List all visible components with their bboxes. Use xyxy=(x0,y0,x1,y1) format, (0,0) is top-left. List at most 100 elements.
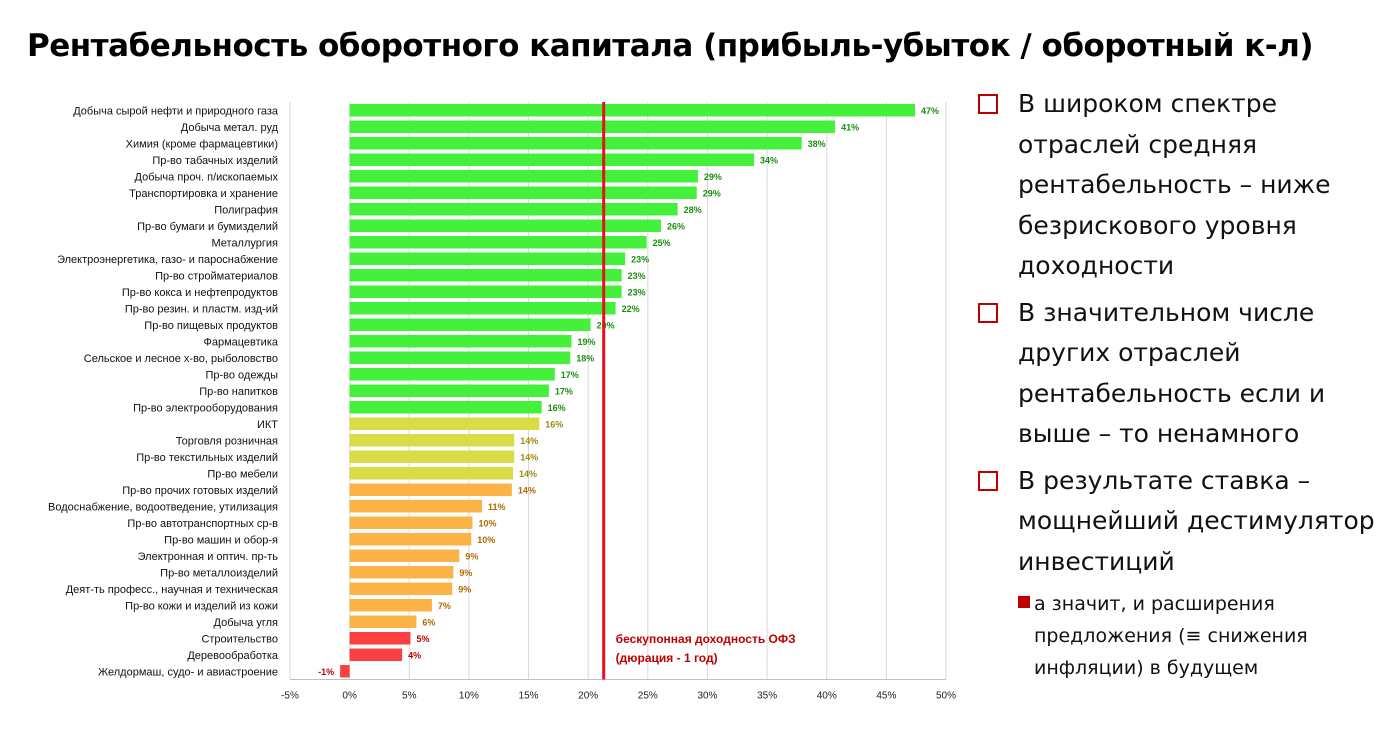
value-label: 10% xyxy=(478,518,496,528)
value-label: 14% xyxy=(519,469,537,479)
x-tick-label: 45% xyxy=(876,691,896,702)
bar xyxy=(349,500,483,513)
category-label: Деревообработка xyxy=(187,650,279,662)
reference-line-label: бескупонная доходность ОФЗ xyxy=(616,632,796,646)
bar xyxy=(340,665,350,678)
bar xyxy=(349,186,697,199)
category-label: Фармацевтика xyxy=(203,336,278,348)
bar xyxy=(349,467,514,480)
value-label: 20% xyxy=(597,320,615,330)
category-label: Пр-во бумаги и бумизделий xyxy=(137,221,278,233)
bullet-item-1: В широком спектре отраслей средняя рента… xyxy=(978,84,1398,287)
value-label: 11% xyxy=(488,502,506,512)
x-tick-label: 35% xyxy=(757,691,777,702)
category-label: Добыча сырой нефти и природного газа xyxy=(73,105,279,117)
category-label: Пр-во прочих готовых изделий xyxy=(122,485,278,497)
value-label: 23% xyxy=(628,287,646,297)
value-label: 16% xyxy=(548,403,566,413)
bar xyxy=(349,269,622,282)
category-label: Металлургия xyxy=(211,237,278,249)
category-label: Химия (кроме фармацевтики) xyxy=(126,138,278,150)
bar xyxy=(349,203,678,216)
bar-chart: Добыча сырой нефти и природного газа Добы… xyxy=(48,102,956,702)
x-tick-label: 10% xyxy=(459,691,479,702)
bullet-text: В значительном числе других отраслей рен… xyxy=(1018,297,1326,449)
category-label: Пр-во пищевых продуктов xyxy=(144,320,278,332)
bar xyxy=(349,566,454,579)
category-label: Торговля розничная xyxy=(176,435,278,447)
bar xyxy=(349,533,472,546)
value-label: 26% xyxy=(667,221,685,231)
x-tick-label: 50% xyxy=(936,691,956,702)
value-label: 23% xyxy=(631,254,649,264)
bar xyxy=(349,219,661,232)
x-tick-label: 25% xyxy=(638,691,658,702)
bullet-checkbox-icon xyxy=(978,94,998,114)
x-tick-label: 40% xyxy=(817,691,837,702)
value-label: 41% xyxy=(841,122,859,132)
category-label: Добыча метал. руд xyxy=(181,122,279,134)
value-label: 38% xyxy=(808,139,826,149)
bullet-checkbox-icon xyxy=(978,302,998,323)
bar xyxy=(349,599,432,612)
value-label: 4% xyxy=(408,650,421,660)
category-label: Пр-во кокса и нефтепродуктов xyxy=(122,287,278,299)
category-label: Желдормаш, судо- и авиастроение xyxy=(98,666,278,678)
x-tick-label: 5% xyxy=(402,691,417,702)
bar xyxy=(349,434,515,447)
category-label: Пр-во текстильных изделий xyxy=(136,452,278,464)
bar xyxy=(349,153,754,166)
bar xyxy=(349,236,647,249)
reference-line-label-2: (дюрация - 1 год) xyxy=(616,651,718,665)
value-label: 28% xyxy=(684,205,702,215)
category-label: Пр-во автотранспортных ср-в xyxy=(127,518,278,530)
bullet-text: В результате ставка – мощнейший дестимул… xyxy=(1018,465,1375,576)
bar xyxy=(349,170,698,183)
bar xyxy=(349,632,411,645)
value-label: -1% xyxy=(318,667,334,677)
category-label: ИКТ xyxy=(257,419,278,431)
value-label: 9% xyxy=(459,568,472,578)
category-label: Пр-во табачных изделий xyxy=(152,155,278,167)
category-label: Пр-во резин. и пластм. изд-ий xyxy=(125,303,278,315)
bars-layer xyxy=(340,104,915,678)
sub-bullet-item: а значит, и расширения предложения (≡ сн… xyxy=(978,588,1398,684)
bar xyxy=(349,417,540,430)
bar xyxy=(349,549,460,562)
bullet-item-2: В значительном числе других отраслей рен… xyxy=(978,293,1398,455)
bar xyxy=(349,450,515,463)
value-label: 29% xyxy=(703,188,721,198)
category-label: Сельское и лесное х-во, рыболовство xyxy=(84,353,278,365)
category-label: Электроэнергетика, газо- и пароснабжение xyxy=(57,254,278,266)
bar xyxy=(349,401,542,414)
bar xyxy=(349,335,572,348)
bar xyxy=(349,285,622,298)
value-label: 9% xyxy=(465,551,478,561)
bar xyxy=(349,648,403,661)
bar xyxy=(349,615,417,628)
category-labels: Добыча сырой нефти и природного газа Добы… xyxy=(48,105,279,678)
category-label: Электронная и оптич. пр-ть xyxy=(138,551,279,563)
category-label: Транспортировка и хранение xyxy=(129,188,278,200)
slide-title: Рентабельность оборотного капитала (приб… xyxy=(27,28,1313,64)
value-label: 7% xyxy=(438,601,451,611)
value-label: 17% xyxy=(555,386,573,396)
bullet-checkbox-icon xyxy=(978,470,998,491)
value-label: 22% xyxy=(622,304,640,314)
value-label: 23% xyxy=(628,271,646,281)
bar xyxy=(349,252,626,265)
category-label: Добыча проч. п/ископаемых xyxy=(135,171,279,183)
value-label: 16% xyxy=(545,419,563,429)
square-bullet-icon xyxy=(1018,596,1030,608)
bar xyxy=(349,120,836,133)
x-tick-label: -5% xyxy=(281,691,299,702)
reference-line-group: бескупонная доходность ОФЗ (дюрация - 1 г… xyxy=(602,102,796,680)
bar xyxy=(349,137,802,150)
sub-bullet-text: а значит, и расширения предложения (≡ сн… xyxy=(1034,593,1308,679)
value-label: 6% xyxy=(422,617,435,627)
value-label: 14% xyxy=(520,452,538,462)
x-tick-label: 30% xyxy=(697,691,717,702)
value-label: 25% xyxy=(653,238,671,248)
bullet-item-3: В результате ставка – мощнейший дестимул… xyxy=(978,461,1398,583)
category-label: Пр-во мебели xyxy=(207,468,278,480)
